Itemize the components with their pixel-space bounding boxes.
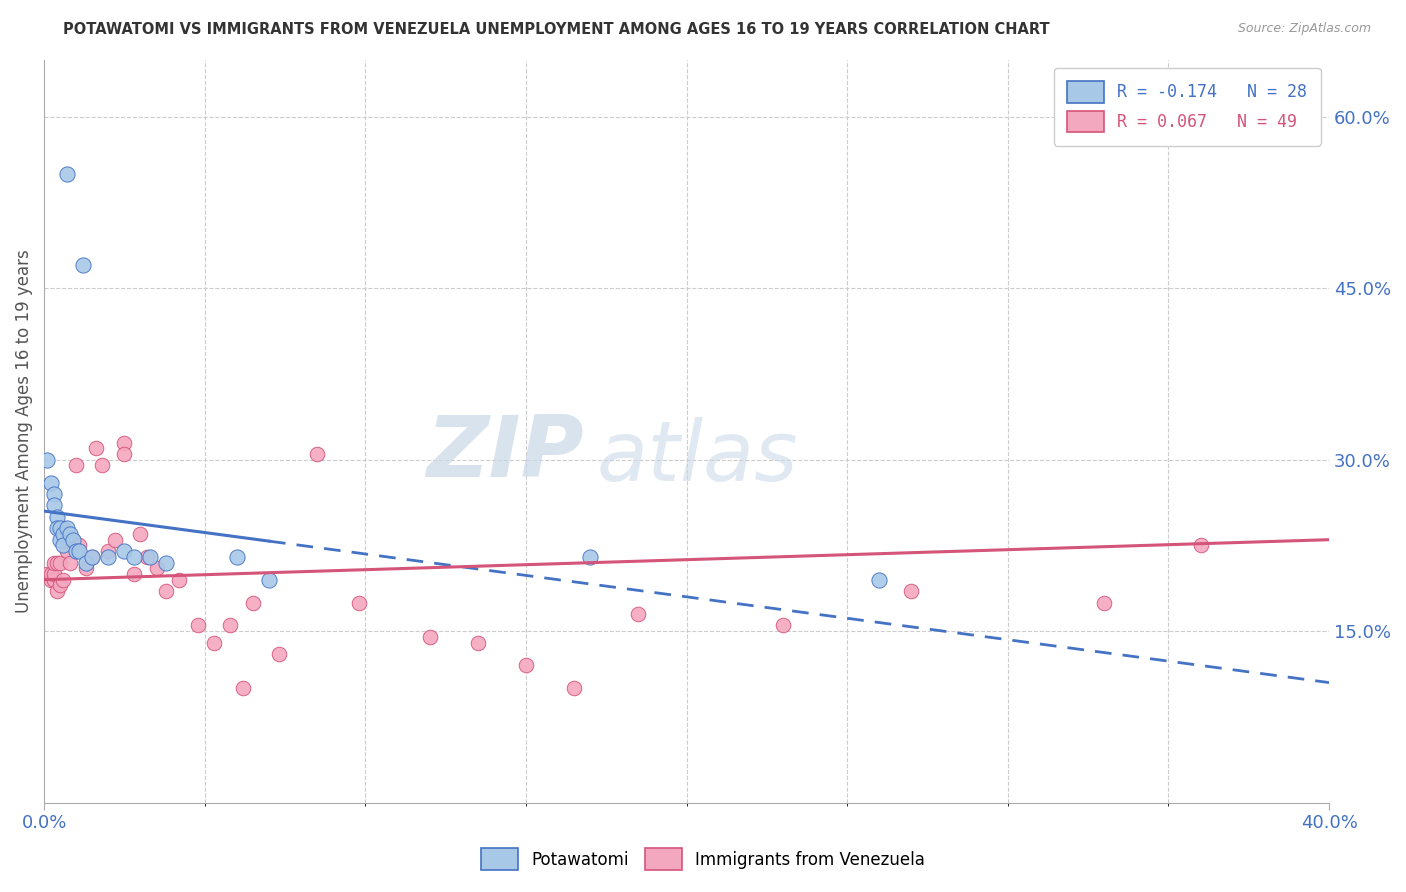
- Point: [52, 521, 75, 535]
- Point: [37, 452, 59, 467]
- Point: [187, 618, 209, 632]
- Point: [42, 487, 65, 501]
- Point: [139, 549, 162, 564]
- Text: Source: ZipAtlas.com: Source: ZipAtlas.com: [1237, 22, 1371, 36]
- Point: [46, 509, 69, 524]
- Point: [129, 527, 152, 541]
- Point: [135, 549, 157, 564]
- Point: [55, 167, 77, 181]
- Point: [104, 533, 127, 547]
- Point: [627, 607, 650, 621]
- Point: [467, 635, 489, 649]
- Point: [75, 561, 97, 575]
- Point: [225, 549, 247, 564]
- Point: [579, 549, 602, 564]
- Point: [167, 573, 190, 587]
- Point: [59, 556, 82, 570]
- Point: [97, 549, 120, 564]
- Point: [69, 544, 91, 558]
- Point: [42, 566, 65, 581]
- Point: [232, 681, 254, 696]
- Point: [868, 573, 890, 587]
- Point: [307, 447, 329, 461]
- Point: [202, 635, 225, 649]
- Point: [42, 573, 65, 587]
- Point: [82, 549, 104, 564]
- Point: [112, 435, 135, 450]
- Point: [112, 544, 135, 558]
- Point: [42, 499, 65, 513]
- Point: [267, 647, 290, 661]
- Point: [49, 533, 72, 547]
- Point: [39, 566, 62, 581]
- Point: [62, 533, 84, 547]
- Point: [515, 658, 537, 673]
- Text: ZIP: ZIP: [426, 412, 583, 495]
- Point: [1092, 596, 1115, 610]
- Point: [145, 561, 167, 575]
- Point: [49, 556, 72, 570]
- Point: [419, 630, 441, 644]
- Point: [122, 566, 145, 581]
- Point: [52, 538, 75, 552]
- Point: [42, 556, 65, 570]
- Point: [84, 442, 107, 456]
- Point: [39, 475, 62, 490]
- Point: [90, 458, 112, 473]
- Point: [97, 544, 120, 558]
- Point: [1189, 538, 1212, 552]
- Point: [39, 573, 62, 587]
- Point: [75, 556, 97, 570]
- Point: [347, 596, 370, 610]
- Point: [46, 584, 69, 599]
- Point: [46, 556, 69, 570]
- Point: [55, 533, 77, 547]
- Point: [65, 544, 87, 558]
- Point: [49, 521, 72, 535]
- Point: [900, 584, 922, 599]
- Point: [155, 556, 177, 570]
- Point: [59, 527, 82, 541]
- Point: [55, 544, 77, 558]
- Point: [772, 618, 794, 632]
- Point: [55, 521, 77, 535]
- Point: [155, 584, 177, 599]
- Point: [562, 681, 585, 696]
- Point: [257, 573, 280, 587]
- Point: [72, 258, 94, 272]
- Point: [62, 533, 84, 547]
- Legend: R = -0.174   N = 28, R = 0.067   N = 49: R = -0.174 N = 28, R = 0.067 N = 49: [1054, 68, 1320, 145]
- Point: [65, 458, 87, 473]
- Point: [69, 538, 91, 552]
- Point: [52, 573, 75, 587]
- Point: [242, 596, 264, 610]
- Legend: Potawatomi, Immigrants from Venezuela: Potawatomi, Immigrants from Venezuela: [474, 842, 932, 877]
- Y-axis label: Unemployment Among Ages 16 to 19 years: Unemployment Among Ages 16 to 19 years: [15, 249, 32, 613]
- Text: POTAWATOMI VS IMMIGRANTS FROM VENEZUELA UNEMPLOYMENT AMONG AGES 16 TO 19 YEARS C: POTAWATOMI VS IMMIGRANTS FROM VENEZUELA …: [63, 22, 1050, 37]
- Text: atlas: atlas: [596, 417, 799, 498]
- Point: [82, 549, 104, 564]
- Point: [46, 521, 69, 535]
- Point: [112, 447, 135, 461]
- Point: [37, 566, 59, 581]
- Point: [122, 549, 145, 564]
- Point: [52, 527, 75, 541]
- Point: [49, 578, 72, 592]
- Point: [219, 618, 242, 632]
